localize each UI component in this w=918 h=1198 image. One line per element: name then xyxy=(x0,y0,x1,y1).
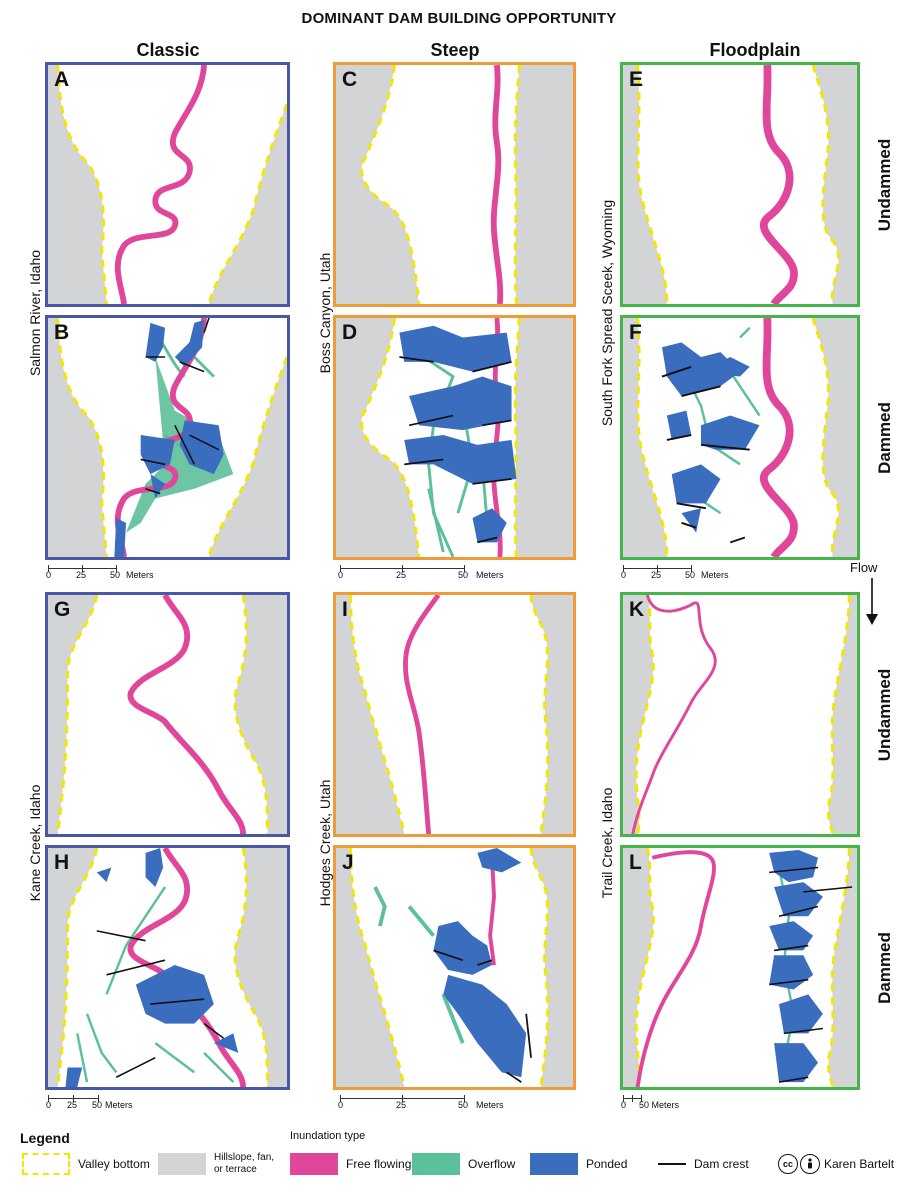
column-header-floodplain: Floodplain xyxy=(709,40,801,60)
column-header-classic: Classic xyxy=(136,40,200,60)
dam-crest-swatch xyxy=(658,1163,686,1165)
panel-label-k: K xyxy=(629,598,645,621)
panel-d: D xyxy=(333,315,576,560)
site-label-southfork: South Fork Spread Sceek, Wyoming xyxy=(599,199,615,427)
column-header-steep: Steep xyxy=(430,40,480,60)
scale-bar-classic-top: 0 25 50 Meters xyxy=(46,562,168,582)
panel-label-a: A xyxy=(54,68,70,91)
legend-overflow: Overflow xyxy=(412,1150,515,1178)
panel-label-l: L xyxy=(629,851,642,874)
panel-label-j: J xyxy=(342,851,354,874)
panel-j: J xyxy=(333,845,576,1090)
panel-b: B xyxy=(45,315,290,560)
legend-credit: cc Karen Bartelt xyxy=(778,1150,894,1178)
panel-c: C xyxy=(333,62,576,307)
scale-bar-steep-bottom: 0 25 50 Meters xyxy=(338,1092,520,1112)
cc-icon: cc xyxy=(778,1154,798,1174)
site-label-hodges: Hodges Creek, Utah xyxy=(317,779,333,907)
figure-title: DOMINANT DAM BUILDING OPPORTUNITY xyxy=(301,10,617,27)
panel-k: K xyxy=(620,592,860,837)
panel-g: G xyxy=(45,592,290,837)
panel-label-h: H xyxy=(54,851,70,874)
panel-l: L xyxy=(620,845,860,1090)
legend-dam-crest: Dam crest xyxy=(658,1150,749,1178)
row-label-undammed-top: Undammed xyxy=(875,138,894,232)
row-label-dammed-top: Dammed xyxy=(875,402,894,474)
legend-valley-bottom: Valley bottom xyxy=(22,1150,150,1178)
attribution-icon xyxy=(800,1154,820,1174)
flow-label: Flow xyxy=(850,560,878,575)
panel-h: H xyxy=(45,845,290,1090)
panel-label-i: I xyxy=(342,598,348,621)
panel-f: F xyxy=(620,315,860,560)
panel-label-b: B xyxy=(54,321,70,344)
legend-inundation-type: Inundation type xyxy=(290,1130,366,1142)
legend-ponded: Ponded xyxy=(530,1150,627,1178)
scale-bar-floodplain-top: 0 25 50 Meters xyxy=(621,562,743,582)
panel-label-g: G xyxy=(54,598,71,621)
ponded-swatch xyxy=(530,1153,578,1175)
panel-i: I xyxy=(333,592,576,837)
valley-bottom-swatch xyxy=(22,1153,70,1175)
row-label-dammed-bottom: Dammed xyxy=(875,932,894,1004)
site-label-salmon: Salmon River, Idaho xyxy=(27,249,43,377)
free-flowing-swatch xyxy=(290,1153,338,1175)
panel-label-f: F xyxy=(629,321,642,344)
panel-e: E xyxy=(620,62,860,307)
hillslope-swatch xyxy=(158,1153,206,1175)
site-label-trail: Trail Creek, Idaho xyxy=(599,787,615,899)
legend-free-flowing: Free flowing xyxy=(290,1150,411,1178)
scale-bar-classic-bottom: 0 25 50 Meters xyxy=(46,1092,158,1112)
overflow-swatch xyxy=(412,1153,460,1175)
panel-label-e: E xyxy=(629,68,644,91)
panel-label-c: C xyxy=(342,68,358,91)
site-label-boss: Boss Canyon, Utah xyxy=(317,252,333,374)
flow-arrow-icon xyxy=(866,578,878,625)
legend-hillslope: Hillslope, fan, or terrace xyxy=(158,1150,274,1178)
row-label-undammed-bottom: Undammed xyxy=(875,668,894,762)
legend-title: Legend xyxy=(20,1130,70,1146)
site-label-kane: Kane Creek, Idaho xyxy=(27,784,43,902)
scale-bar-steep-top: 0 25 50 Meters xyxy=(338,562,520,582)
panel-a: A xyxy=(45,62,290,307)
panel-label-d: D xyxy=(342,321,358,344)
scale-bar-floodplain-bottom: 0 50 Meters xyxy=(621,1092,723,1112)
